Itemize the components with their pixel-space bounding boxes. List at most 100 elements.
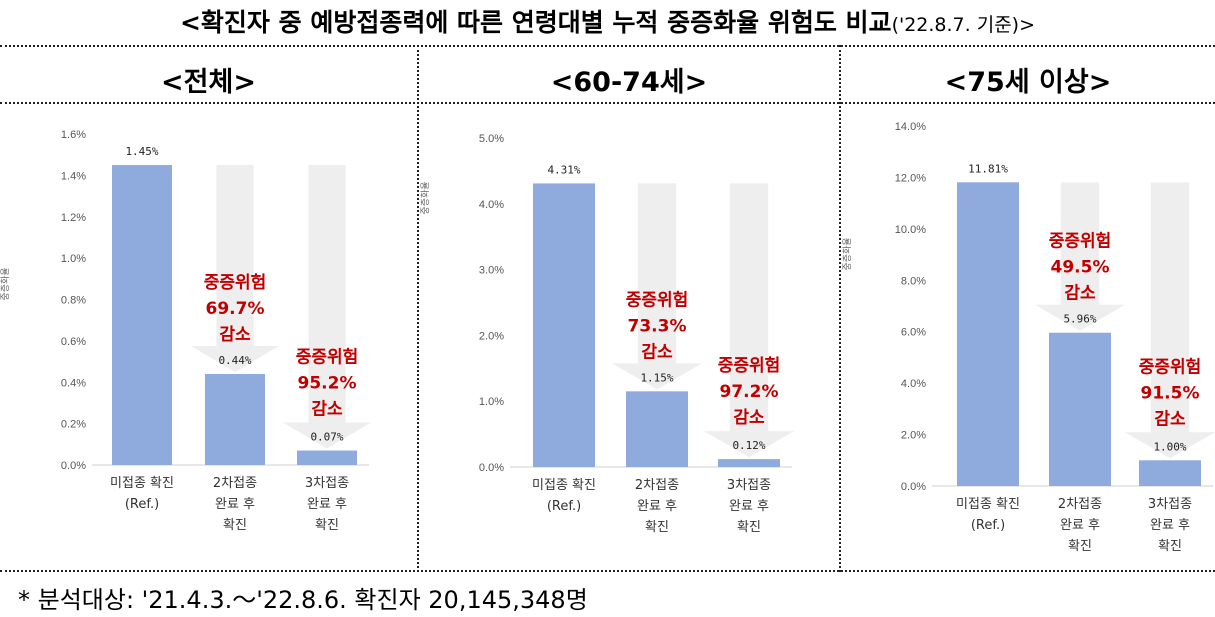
reduction-arrow	[1035, 182, 1125, 331]
y-tick-label: 0.0%	[901, 481, 926, 493]
reduction-label: 97.2%	[720, 382, 779, 402]
x-category-label: 3차접종	[1148, 497, 1192, 512]
y-tick-label: 12.0%	[895, 172, 926, 184]
y-tick-label: 2.0%	[901, 430, 926, 442]
y-tick-label: 0.2%	[61, 419, 86, 431]
y-axis-label: 중증화율	[420, 181, 431, 214]
x-category-label: (Ref.)	[125, 497, 159, 512]
y-tick-label: 0.4%	[61, 377, 86, 389]
y-tick-label: 0.6%	[61, 336, 86, 348]
panel-title-all: <전체>	[161, 67, 256, 98]
x-category-label: 2차접종	[213, 476, 257, 491]
title-date: ('22.8.7. 기준)>	[891, 14, 1036, 36]
y-tick-label: 4.0%	[901, 378, 926, 390]
title-main: <확진자 중 예방접종력에 따른 연령대별 누적 중증화율 위험도 비교	[179, 8, 892, 37]
reduction-label: 91.5%	[1141, 383, 1200, 403]
y-tick-label: 1.4%	[61, 170, 86, 182]
reduction-label: 중증위험	[1139, 356, 1202, 377]
y-tick-label: 5.0%	[479, 133, 504, 145]
y-tick-label: 3.0%	[479, 265, 504, 277]
y-tick-label: 0.0%	[61, 460, 86, 472]
data-label: 1.00%	[1153, 440, 1186, 453]
y-axis-label: 중증화율	[0, 267, 11, 300]
bar	[1049, 332, 1111, 486]
bar	[112, 165, 172, 465]
reduction-label: 감소	[1064, 284, 1096, 304]
y-tick-label: 1.6%	[61, 129, 86, 141]
chart-60-74: 0.0% 1.0% 2.0% 3.0% 4.0% 5.0% 중증화율 4.31% 미접종 확진 (…	[420, 133, 794, 535]
panel-separator-2	[839, 45, 841, 572]
reduction-arrow	[283, 165, 371, 449]
reduction-label: 73.3%	[628, 316, 687, 336]
x-category-label: 확진	[737, 520, 761, 535]
data-label: 1.45%	[125, 145, 158, 158]
panels-frame	[0, 45, 1215, 572]
bar	[957, 182, 1019, 487]
y-tick-label: 1.2%	[61, 212, 86, 224]
reduction-arrow	[704, 183, 794, 458]
bar	[718, 459, 780, 467]
data-label: 0.12%	[732, 439, 765, 452]
data-label: 4.31%	[547, 163, 580, 176]
reduction-arrow	[1125, 182, 1215, 459]
x-category-label: 확진	[1158, 539, 1182, 554]
y-tick-label: 8.0%	[901, 275, 926, 287]
reduction-label: 중증위험	[626, 289, 689, 310]
panel-title-75-plus: <75세 이상>	[944, 67, 1112, 98]
data-label: 1.15%	[640, 371, 673, 384]
x-category-label: 확진	[1068, 539, 1092, 554]
y-tick-label: 0.8%	[61, 295, 86, 307]
x-category-label: 3차접종	[727, 478, 771, 493]
x-category-label: (Ref.)	[547, 499, 581, 514]
x-category-label: 완료 후	[637, 499, 677, 514]
reduction-label: 중증위험	[1049, 231, 1112, 252]
reduction-label: 95.2%	[298, 374, 357, 394]
data-label: 0.44%	[218, 354, 251, 367]
x-category-label: 완료 후	[1060, 518, 1100, 533]
reduction-label: 49.5%	[1051, 258, 1110, 278]
reduction-label: 감소	[311, 400, 343, 420]
page-title: <확진자 중 예방접종력에 따른 연령대별 누적 중증화율 위험도 비교('22…	[0, 3, 1215, 39]
x-category-label: 확진	[315, 518, 339, 533]
y-tick-label: 14.0%	[895, 121, 926, 133]
x-category-label: 2차접종	[1058, 497, 1102, 512]
reduction-label: 감소	[1154, 409, 1186, 429]
x-category-label: (Ref.)	[971, 518, 1005, 533]
x-category-label: 3차접종	[305, 476, 349, 491]
panel-separator-1	[417, 45, 419, 572]
data-label: 11.81%	[968, 162, 1008, 175]
x-category-label: 완료 후	[1150, 518, 1190, 533]
y-tick-label: 10.0%	[895, 224, 926, 236]
bar	[1139, 460, 1201, 486]
x-category-label: 확진	[645, 520, 669, 535]
bar	[297, 450, 357, 465]
y-tick-label: 1.0%	[479, 396, 504, 408]
y-tick-label: 4.0%	[479, 199, 504, 211]
reduction-label: 감소	[641, 342, 673, 362]
y-tick-label: 1.0%	[61, 253, 86, 265]
header-divider	[0, 102, 1215, 104]
x-category-label: 완료 후	[307, 497, 347, 512]
reduction-label: 감소	[733, 408, 765, 428]
x-category-label: 2차접종	[635, 478, 679, 493]
y-tick-label: 6.0%	[901, 327, 926, 339]
y-tick-label: 2.0%	[479, 330, 504, 342]
x-category-label: 확진	[223, 518, 247, 533]
reduction-label: 중증위험	[296, 347, 359, 368]
bar	[533, 183, 595, 467]
x-category-label: 미접종 확진	[956, 497, 1020, 512]
reduction-arrow	[612, 183, 702, 390]
reduction-label: 중증위험	[204, 272, 267, 293]
footnote: * 분석대상: '21.4.3.～'22.8.6. 확진자 20,145,348…	[18, 586, 588, 614]
data-label: 0.07%	[310, 431, 343, 444]
reduction-label: 69.7%	[206, 299, 265, 319]
reduction-label: 감소	[219, 325, 251, 345]
chart-all: 0.0% 0.2% 0.4% 0.6% 0.8% 1.0% 1.2% 1.4% 1.6% 중증화율…	[0, 129, 371, 533]
chart-75-plus: 0.0% 2.0% 4.0% 6.0% 8.0% 10.0% 12.0% 14.0% 중증화율 1…	[842, 121, 1215, 554]
x-category-label: 완료 후	[729, 499, 769, 514]
x-category-label: 완료 후	[215, 497, 255, 512]
bar	[205, 373, 265, 465]
y-axis-label: 중증화율	[842, 237, 853, 270]
panel-title-60-74: <60-74세>	[550, 67, 708, 98]
x-category-label: 미접종 확진	[110, 476, 174, 491]
